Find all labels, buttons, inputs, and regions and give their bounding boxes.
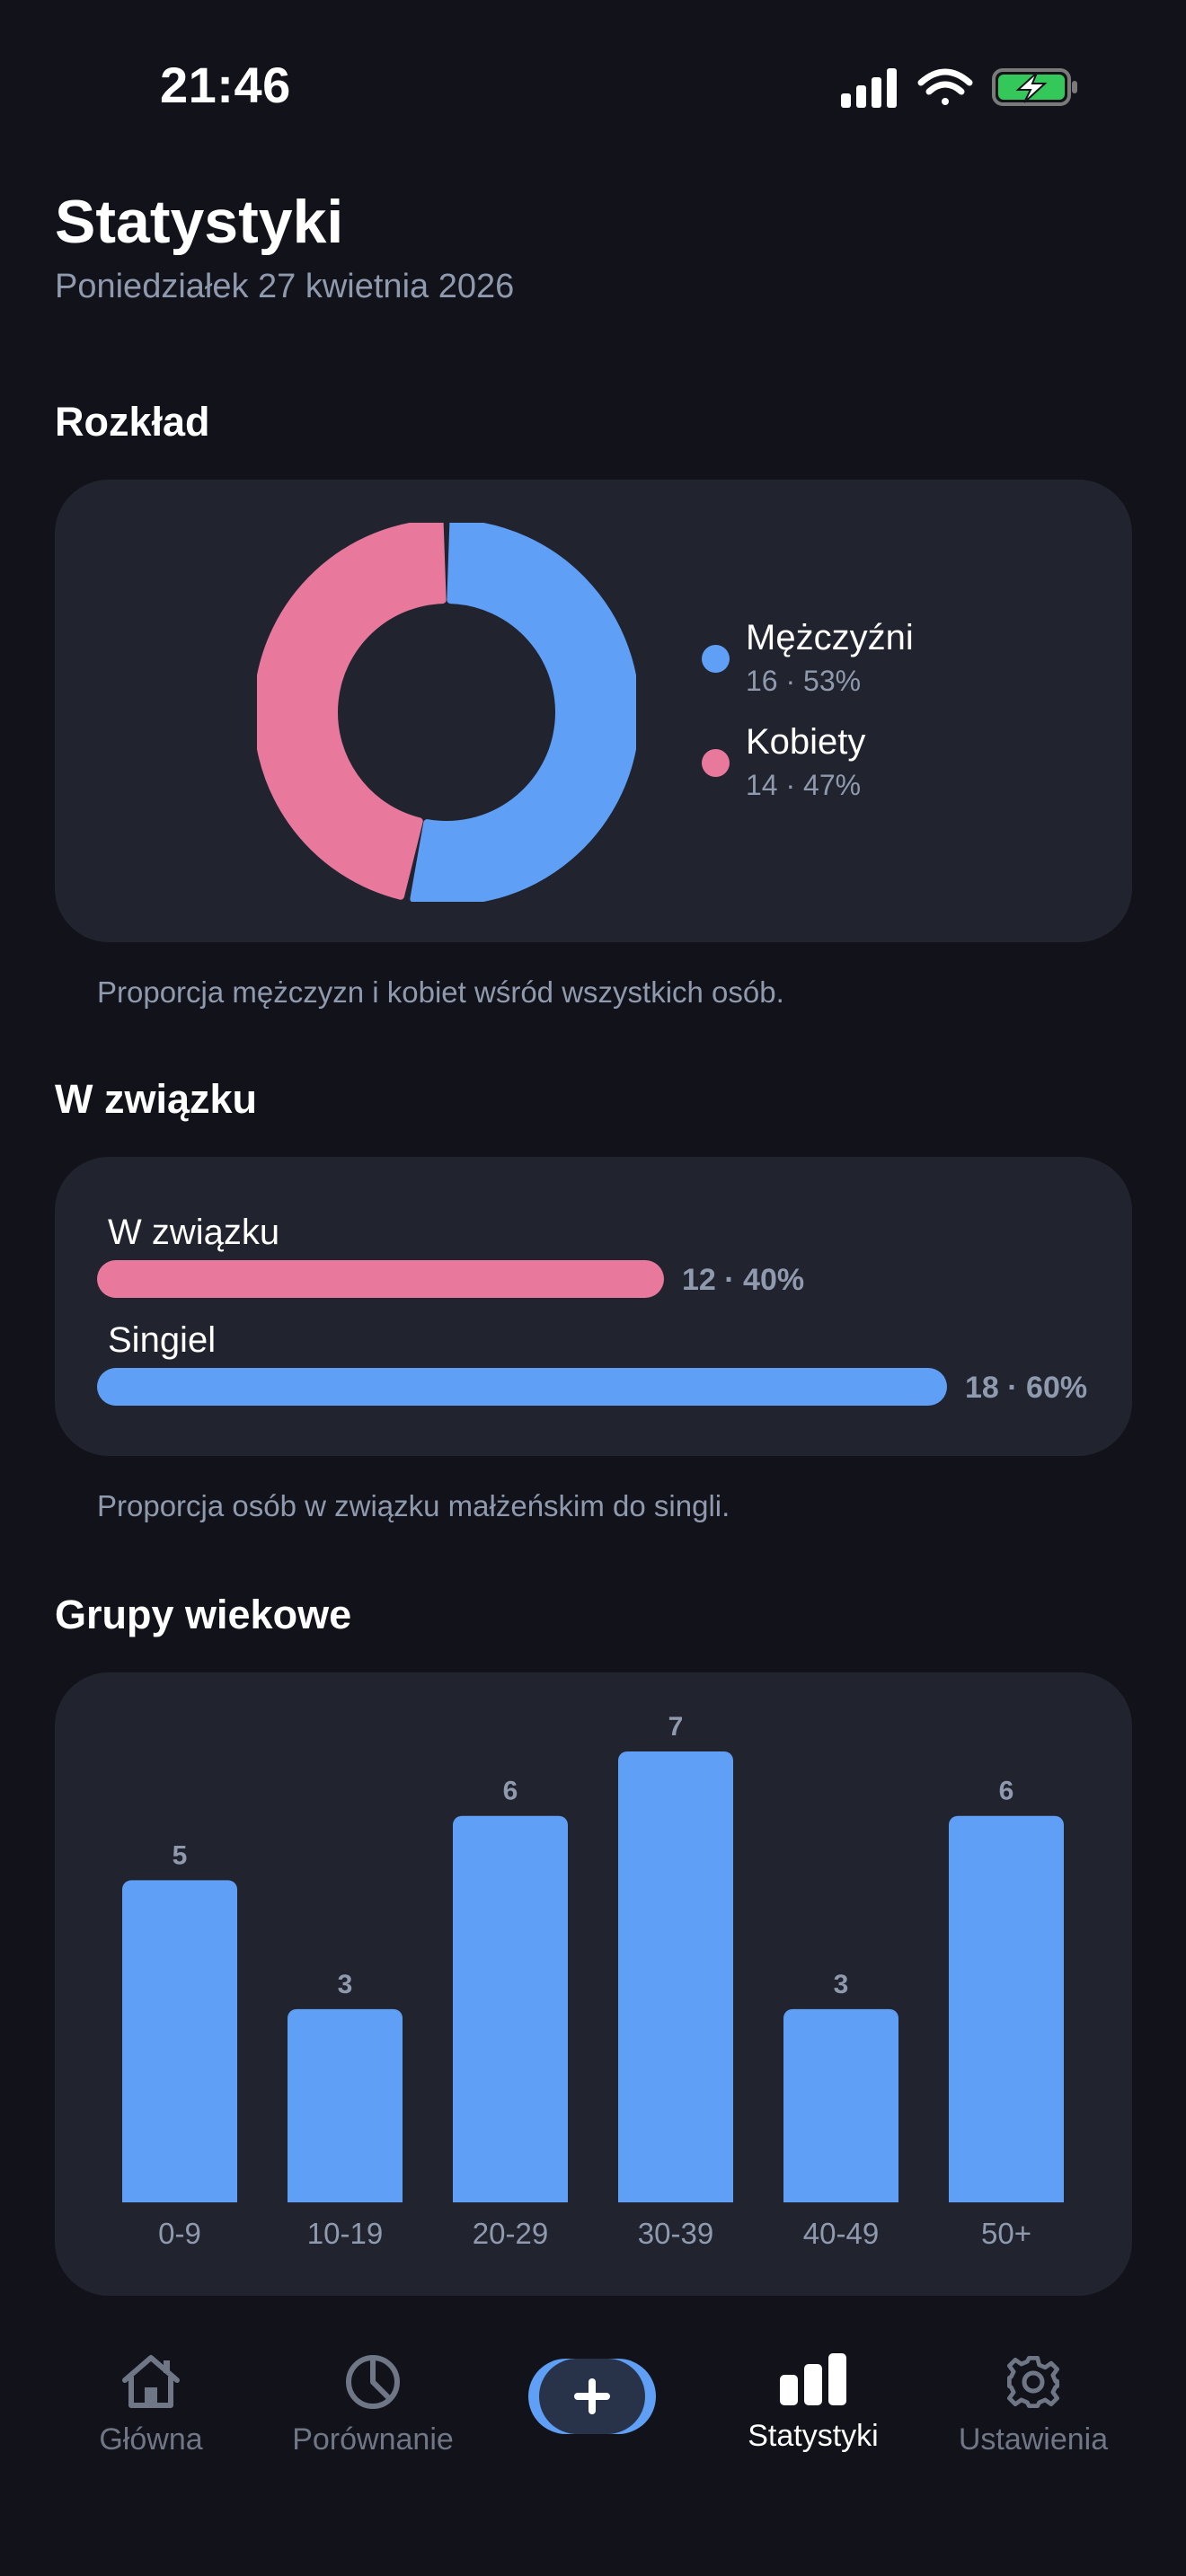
- tab-compare[interactable]: Porównanie: [279, 2353, 467, 2457]
- age-bar-40-49: [783, 2008, 898, 2211]
- legend-value-women: 14 · 47%: [746, 769, 862, 801]
- age-bar-value-0-9: 5: [173, 1840, 188, 1870]
- relationship-value-married: 12 · 40%: [682, 1263, 805, 1297]
- age-bar-50+: [949, 1815, 1064, 2211]
- relationship-section-title: W związku: [55, 1076, 258, 1122]
- tab-label-compare: Porównanie: [292, 2422, 454, 2457]
- age-tick-label-40-49: 40-49: [803, 2217, 879, 2250]
- wifi-icon: [917, 68, 973, 105]
- legend-dot-men: [702, 645, 730, 673]
- tab-label-home: Główna: [99, 2422, 203, 2457]
- age-tick-label-20-29: 20-29: [473, 2217, 548, 2250]
- relationship-bar-single: [97, 1368, 947, 1406]
- legend-label-women: Kobiety: [746, 722, 866, 762]
- age-bar-value-10-19: 3: [338, 1970, 353, 1999]
- legend-value-men: 16 · 53%: [746, 665, 862, 697]
- status-time: 21:46: [160, 57, 291, 113]
- home-icon: [122, 2355, 180, 2408]
- age-groups-section-title: Grupy wiekowe: [55, 1592, 352, 1637]
- tab-home[interactable]: Główna: [79, 2353, 223, 2457]
- age-bar-value-50+: 6: [999, 1777, 1014, 1806]
- page-title: Statystyki: [55, 188, 344, 256]
- age-groups-bar-chart: 5 0-9 3 10-19 6 20-29 7 30-39 3 40-49 6 50+: [121, 1712, 1065, 2250]
- relationship-caption: Proporcja osób w związku małżeńskim do s…: [97, 1489, 730, 1522]
- age-bar-base-0-9: [121, 2202, 238, 2213]
- age-tick-label-10-19: 10-19: [307, 2217, 383, 2250]
- age-bar-base-50+: [948, 2202, 1065, 2213]
- relationship-label-married: W związku: [108, 1213, 280, 1252]
- legend-label-men: Mężczyźni: [746, 618, 914, 657]
- status-icons: [841, 68, 1077, 108]
- age-tick-label-50+: 50+: [981, 2217, 1031, 2250]
- battery-icon: [992, 68, 1077, 106]
- age-bar-base-40-49: [783, 2202, 899, 2213]
- age-bar-value-40-49: 3: [834, 1970, 849, 1999]
- tab-statistics[interactable]: Statystyki: [728, 2351, 898, 2454]
- age-bar-base-20-29: [452, 2202, 569, 2213]
- tab-label-settings: Ustawienia: [958, 2422, 1109, 2457]
- plus-icon: [574, 2378, 610, 2414]
- distribution-section-title: Rozkład: [55, 399, 210, 445]
- bar-chart-icon: [780, 2353, 846, 2405]
- gear-icon: [1007, 2356, 1059, 2408]
- relationship-bar-married: [97, 1260, 664, 1298]
- distribution-caption: Proporcja mężczyzn i kobiet wśród wszyst…: [97, 975, 784, 1009]
- tab-label-statistics: Statystyki: [748, 2419, 879, 2453]
- age-bar-base-30-39: [617, 2202, 734, 2213]
- cellular-signal-icon: [841, 68, 897, 108]
- age-bar-30-39: [618, 1751, 733, 2211]
- donut-slice-men: [410, 523, 636, 902]
- age-bar-base-10-19: [287, 2202, 403, 2213]
- age-bar-10-19: [288, 2008, 403, 2211]
- donut-slice-women: [257, 523, 447, 900]
- page-date: Poniedziałek 27 kwietnia 2026: [55, 268, 515, 305]
- pie-chart-icon: [346, 2355, 400, 2409]
- relationship-label-single: Singiel: [108, 1320, 217, 1360]
- age-bar-20-29: [453, 1815, 568, 2211]
- relationship-value-single: 18 · 60%: [965, 1371, 1088, 1405]
- relationship-card: [55, 1157, 1132, 1456]
- age-tick-label-0-9: 0-9: [158, 2217, 201, 2250]
- age-bar-value-30-39: 7: [668, 1712, 684, 1742]
- age-bar-value-20-29: 6: [503, 1777, 518, 1806]
- age-tick-label-30-39: 30-39: [638, 2217, 713, 2250]
- age-bar-0-9: [122, 1880, 237, 2211]
- legend-dot-women: [702, 749, 730, 777]
- gender-donut-chart: [257, 523, 636, 902]
- tab-settings[interactable]: Ustawienia: [943, 2353, 1123, 2457]
